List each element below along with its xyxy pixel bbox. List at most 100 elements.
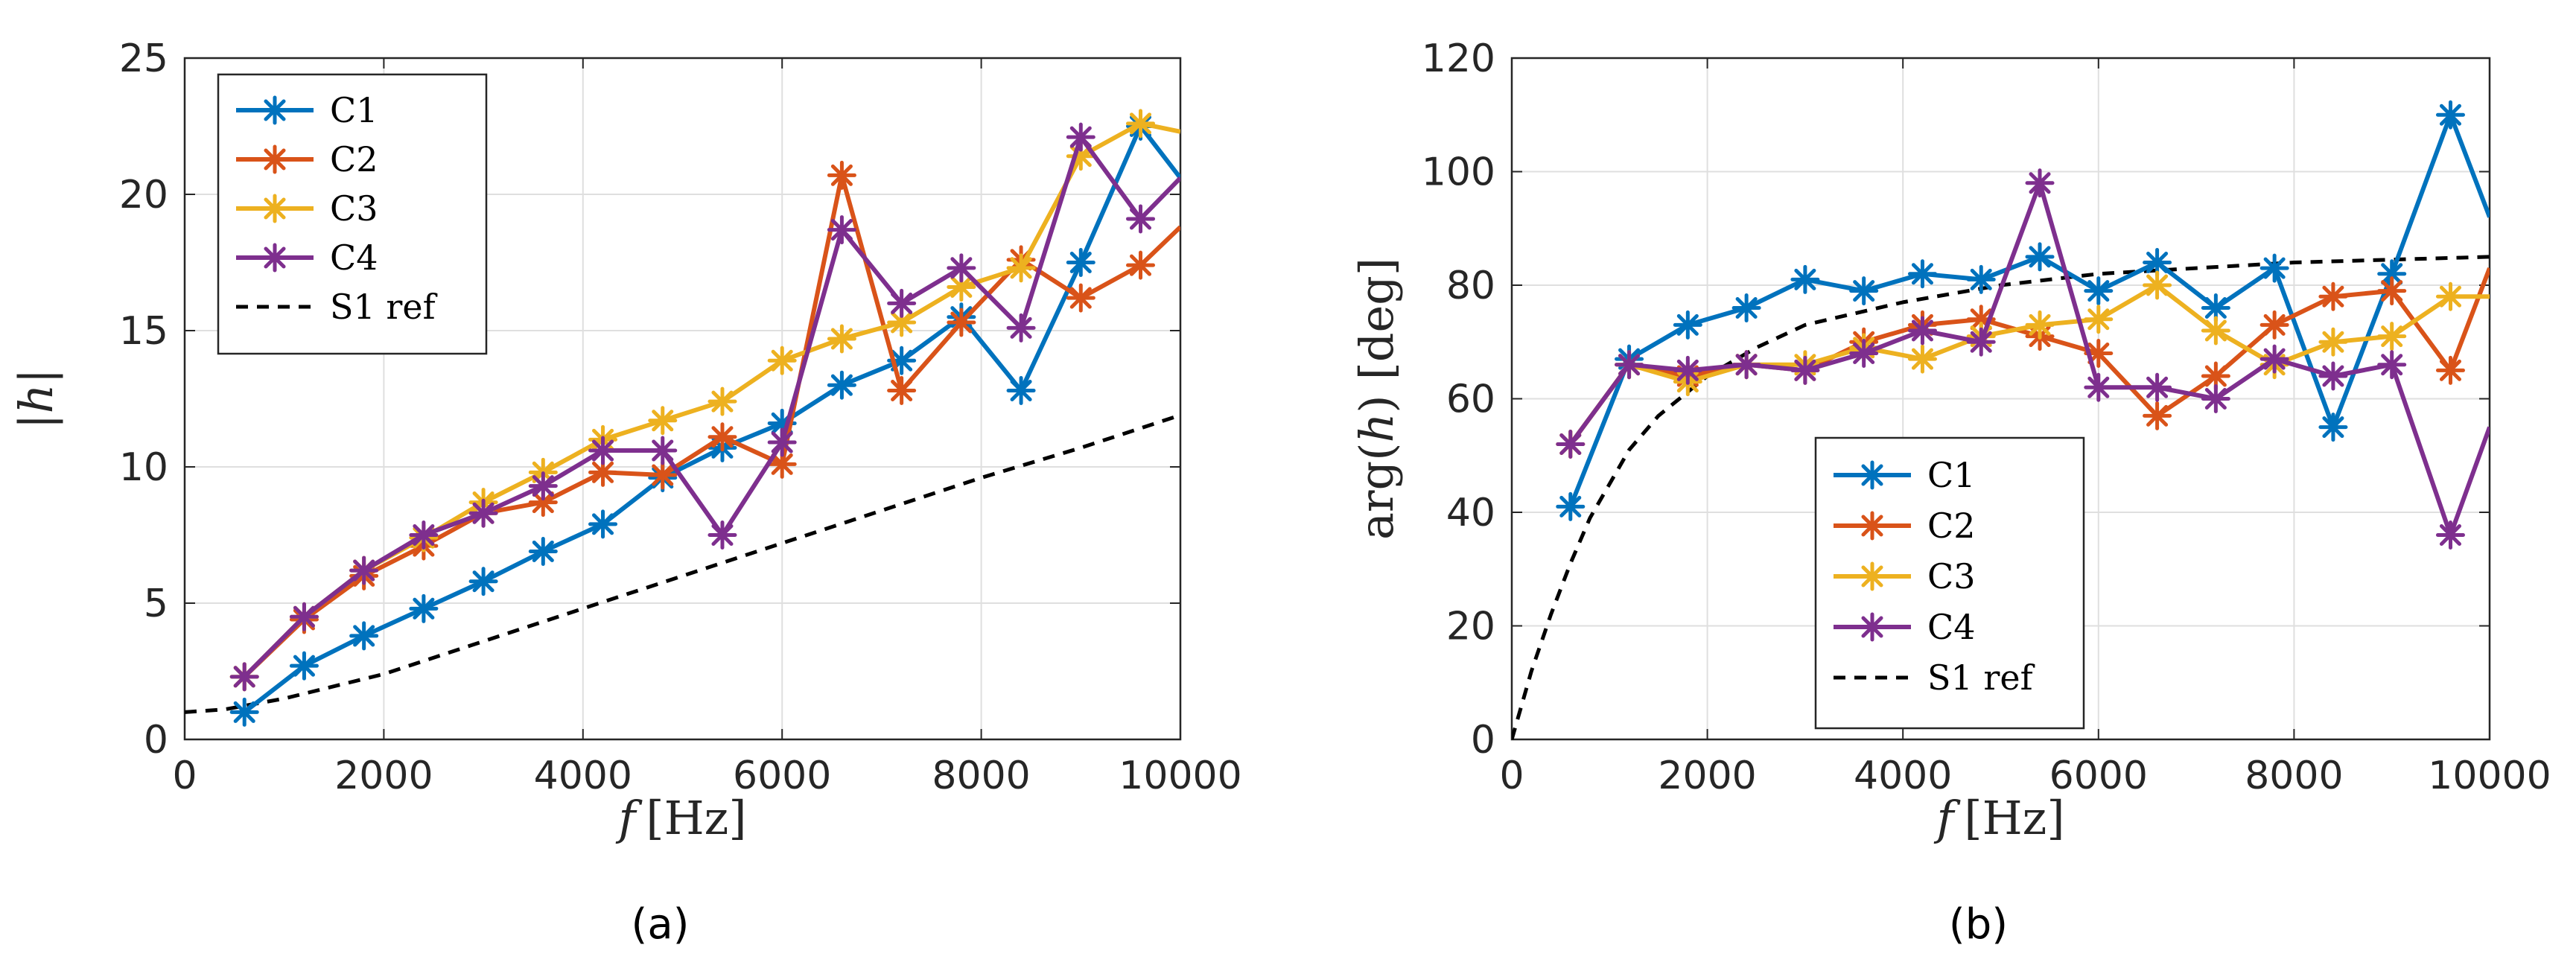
marker-stroke bbox=[1735, 354, 1758, 376]
data-point-marker bbox=[2318, 327, 2348, 357]
legend-label: C3 bbox=[330, 188, 378, 229]
marker-stroke bbox=[1853, 280, 1875, 302]
marker-stroke bbox=[413, 523, 435, 547]
data-point-marker bbox=[1731, 350, 1761, 380]
x-tick-label: 2000 bbox=[334, 754, 433, 798]
data-point-marker bbox=[1849, 339, 1879, 368]
panel-a-plot-area bbox=[185, 109, 1180, 727]
data-point-marker bbox=[260, 194, 290, 223]
marker-stroke bbox=[2381, 354, 2403, 376]
marker-stroke bbox=[2146, 274, 2169, 296]
data-point-marker bbox=[1066, 248, 1095, 277]
legend-label: C2 bbox=[1927, 506, 1975, 546]
data-point-marker bbox=[2143, 270, 2172, 300]
x-tick-label: 10000 bbox=[1119, 754, 1241, 798]
data-point-marker bbox=[2201, 384, 2230, 413]
marker-stroke bbox=[532, 475, 554, 497]
data-point-marker bbox=[349, 621, 379, 651]
data-point-marker bbox=[707, 520, 737, 550]
marker-stroke bbox=[2439, 523, 2462, 547]
series-c4 bbox=[229, 122, 1180, 692]
y-tick-label: 0 bbox=[144, 718, 168, 763]
data-point-marker bbox=[289, 602, 319, 631]
marker-stroke bbox=[2439, 359, 2462, 381]
series-line bbox=[1568, 283, 2490, 446]
data-point-marker bbox=[260, 243, 290, 273]
data-point-marker bbox=[1673, 310, 1702, 340]
xlabel-variable: f bbox=[615, 791, 643, 845]
data-point-marker bbox=[1126, 204, 1156, 234]
data-point-marker bbox=[229, 697, 259, 727]
marker-stroke bbox=[1676, 313, 1699, 336]
marker-stroke bbox=[2029, 246, 2051, 268]
ylabel-close-paren: ) bbox=[1349, 395, 1404, 413]
marker-stroke bbox=[950, 311, 973, 334]
marker-stroke bbox=[1129, 112, 1152, 135]
data-point-marker bbox=[2318, 413, 2348, 442]
legend-item: C1 bbox=[1834, 455, 1975, 495]
data-point-marker bbox=[2201, 316, 2230, 346]
marker-stroke bbox=[2204, 387, 2227, 410]
x-tick-label: 10000 bbox=[2428, 754, 2551, 798]
marker-stroke bbox=[1010, 379, 1032, 402]
panel-a: 0 2000 4000 6000 8000 10000 0 5 10 15 20 25 f [Hz] |h|… bbox=[9, 36, 1242, 949]
data-point-marker bbox=[1857, 612, 1887, 642]
data-point-marker bbox=[2435, 520, 2465, 550]
marker-stroke bbox=[2263, 257, 2286, 279]
marker-stroke bbox=[1970, 308, 1992, 331]
marker-stroke bbox=[264, 246, 286, 269]
y-tick-label: 10 bbox=[119, 445, 168, 490]
marker-stroke bbox=[2263, 313, 2286, 336]
data-point-marker bbox=[1966, 264, 1996, 294]
marker-stroke bbox=[1861, 565, 1883, 588]
marker-stroke bbox=[2381, 325, 2403, 348]
x-tick-label: 6000 bbox=[733, 754, 831, 798]
data-point-marker bbox=[2084, 276, 2114, 306]
data-point-marker bbox=[1907, 259, 1937, 289]
marker-stroke bbox=[711, 426, 734, 448]
data-point-marker bbox=[1790, 264, 1820, 294]
y-tick-label: 20 bbox=[1446, 605, 1495, 649]
y-tick-label: 100 bbox=[1422, 150, 1495, 195]
data-point-marker bbox=[707, 386, 737, 416]
data-point-marker bbox=[1966, 327, 1996, 357]
marker-stroke bbox=[2146, 376, 2169, 398]
marker-stroke bbox=[652, 439, 674, 462]
marker-stroke bbox=[2087, 376, 2110, 398]
legend-label: C2 bbox=[330, 139, 378, 179]
data-point-marker bbox=[2084, 305, 2114, 334]
x-tick-label: 8000 bbox=[932, 754, 1030, 798]
marker-stroke bbox=[1735, 296, 1758, 319]
marker-stroke bbox=[264, 99, 286, 121]
marker-stroke bbox=[532, 540, 554, 562]
data-point-marker bbox=[2259, 344, 2289, 374]
series-s1-ref bbox=[1512, 255, 2490, 740]
panel-b: 0 2000 4000 6000 8000 10000 0 20 40 60 80 100 120 f [H… bbox=[1349, 36, 2551, 949]
marker-stroke bbox=[891, 311, 913, 334]
marker-stroke bbox=[2029, 313, 2051, 336]
marker-stroke bbox=[1676, 359, 1699, 381]
panel-b-plot-area bbox=[1512, 100, 2490, 740]
marker-stroke bbox=[711, 390, 734, 413]
legend-label: S1 ref bbox=[1927, 658, 2035, 698]
marker-stroke bbox=[830, 328, 853, 350]
marker-stroke bbox=[1618, 354, 1641, 376]
marker-stroke bbox=[830, 374, 853, 396]
legend-label: C1 bbox=[1927, 455, 1975, 495]
data-point-marker bbox=[827, 324, 856, 354]
data-point-marker bbox=[1006, 253, 1036, 283]
marker-stroke bbox=[2146, 404, 2169, 427]
data-point-marker bbox=[767, 427, 797, 457]
marker-stroke bbox=[1911, 263, 1933, 285]
data-point-marker bbox=[1126, 109, 1156, 139]
xlabel-variable: f bbox=[1933, 791, 1961, 845]
x-tick-label: 8000 bbox=[2245, 754, 2343, 798]
y-tick-label: 0 bbox=[1471, 718, 1495, 763]
data-point-marker bbox=[468, 498, 498, 528]
marker-stroke bbox=[233, 701, 255, 723]
marker-stroke bbox=[2029, 172, 2051, 194]
marker-stroke bbox=[532, 491, 554, 514]
data-point-marker bbox=[648, 460, 678, 490]
ylabel-open-paren: ( bbox=[1349, 443, 1404, 461]
series-s1-ref bbox=[185, 413, 1180, 714]
